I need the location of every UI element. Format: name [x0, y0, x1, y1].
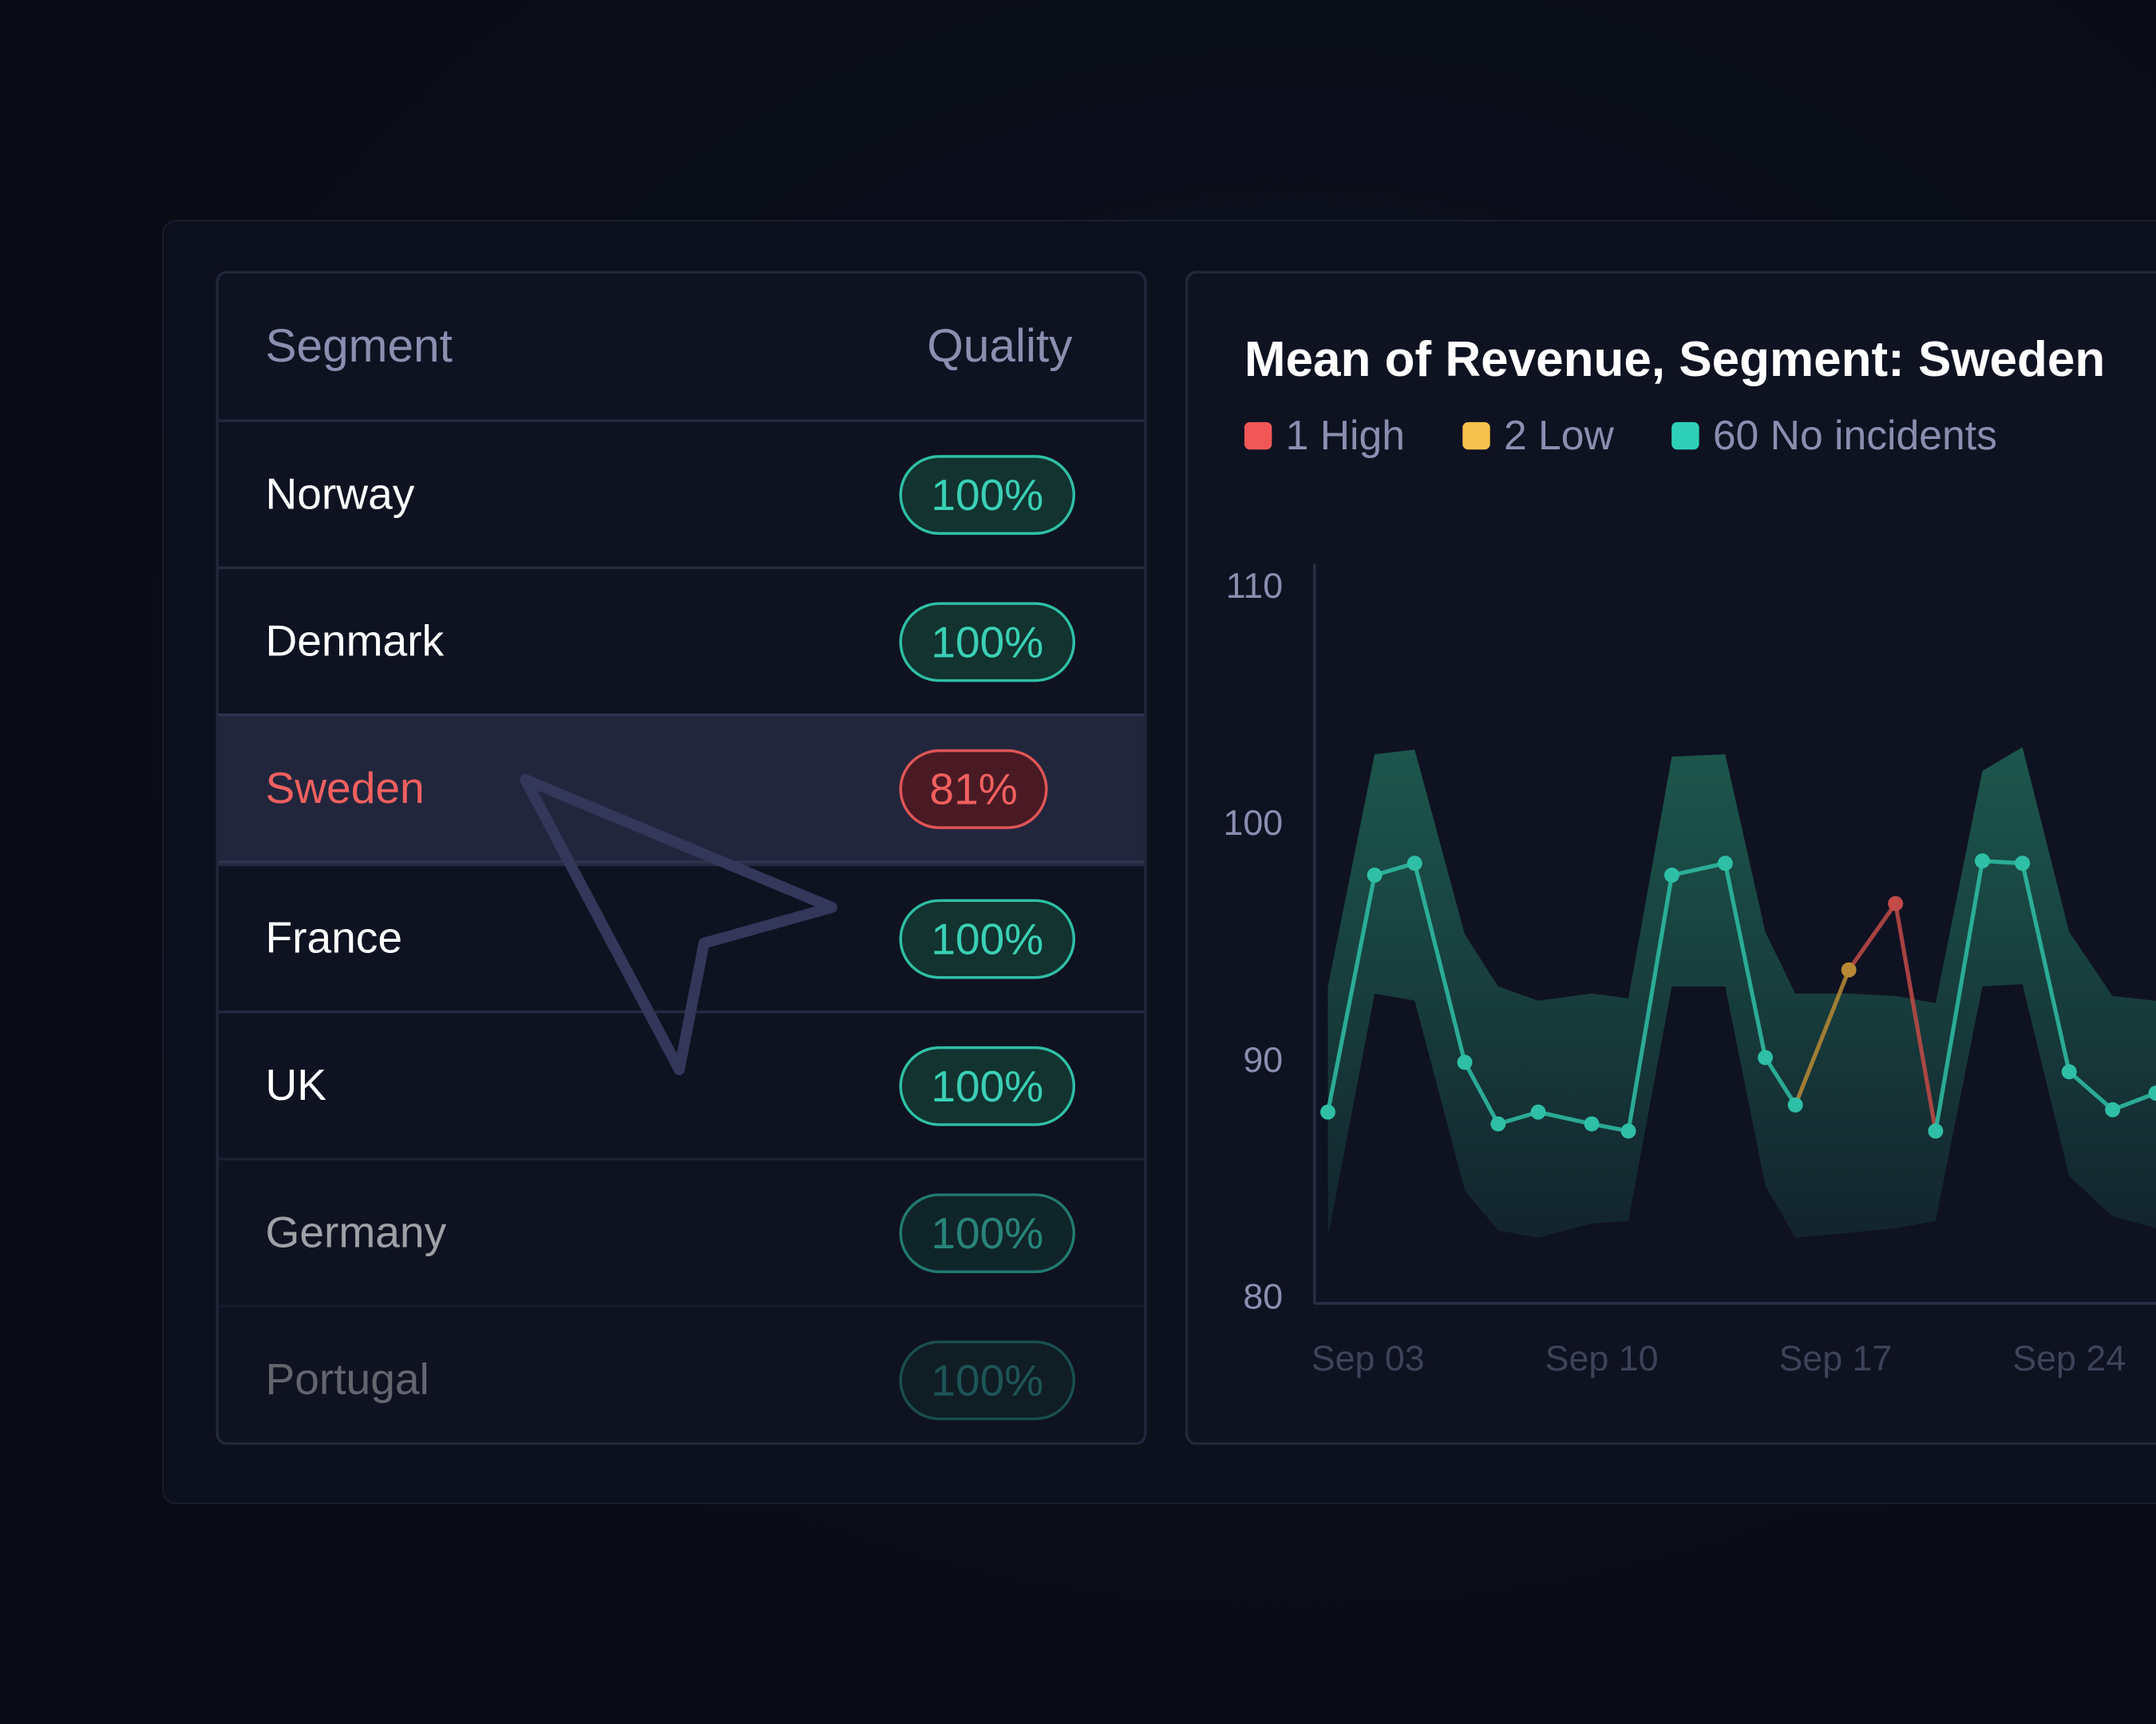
- segment-name: France: [265, 912, 403, 963]
- data-point: [1367, 867, 1383, 883]
- data-point: [1974, 853, 1990, 869]
- data-point: [1320, 1104, 1335, 1120]
- quality-badge: 81%: [899, 748, 1048, 828]
- data-point: [1787, 1097, 1803, 1113]
- line-segment: [1325, 874, 1377, 1113]
- line-segment: [2020, 863, 2071, 1073]
- legend-label: 60 No incidents: [1713, 412, 1997, 458]
- line-segment: [1462, 1061, 1501, 1125]
- data-point: [2061, 1064, 2077, 1080]
- table-row[interactable]: Germany 100%: [218, 1157, 1145, 1304]
- line-segment: [1671, 861, 1726, 877]
- header-segment[interactable]: Segment: [265, 319, 453, 372]
- data-point: [1758, 1050, 1774, 1066]
- data-point: [2105, 1101, 2121, 1117]
- quality-badge: 100%: [899, 454, 1076, 535]
- line-segment: [1412, 862, 1467, 1063]
- x-tick-label: Sep 17: [1778, 1338, 1892, 1378]
- x-tick-label: Sep 03: [1311, 1338, 1425, 1378]
- table-row[interactable]: Norway 100%: [218, 419, 1145, 566]
- table-row-selected[interactable]: Sweden 81%: [218, 714, 1145, 864]
- segment-name: Denmark: [265, 615, 445, 666]
- quality-badge: 100%: [899, 1046, 1076, 1125]
- segment-name: Sweden: [265, 763, 425, 813]
- table-header: Segment Quality: [219, 274, 1144, 420]
- data-point: [1841, 962, 1857, 978]
- y-tick-label: 80: [1243, 1277, 1283, 1317]
- line-segment: [1723, 863, 1768, 1058]
- line-segment: [1537, 1109, 1592, 1126]
- line-segment: [1763, 1056, 1798, 1106]
- quality-badge: 100%: [899, 601, 1076, 682]
- segment-name: Norway: [265, 469, 415, 519]
- data-point: [1406, 856, 1422, 872]
- data-point: [1530, 1104, 1546, 1120]
- data-point: [1928, 1123, 1944, 1139]
- line-segment: [1847, 902, 1897, 971]
- data-point: [2148, 1085, 2156, 1101]
- data-point: [2015, 856, 2031, 872]
- chart-title: Mean of Revenue, Segment: Sweden: [1244, 332, 2105, 387]
- table-row[interactable]: Portugal 100%: [218, 1304, 1145, 1442]
- y-tick-label: 110: [1226, 566, 1283, 606]
- cursor: [520, 773, 838, 1076]
- x-tick-label: Sep 24: [2012, 1338, 2126, 1378]
- table-row[interactable]: France 100%: [218, 863, 1145, 1010]
- segment-table: Segment Quality Norway 100% Denmark 100% S…: [216, 271, 1147, 1445]
- y-tick-label: 90: [1243, 1040, 1283, 1080]
- quality-badge: 100%: [899, 1192, 1076, 1273]
- quality-badge: 100%: [899, 1339, 1076, 1420]
- segment-name: Germany: [265, 1207, 447, 1257]
- data-point: [1457, 1054, 1473, 1070]
- line-segment: [1626, 875, 1674, 1132]
- line-segment: [1793, 969, 1851, 1106]
- table-row[interactable]: UK 100%: [218, 1010, 1145, 1157]
- legend-label: 2 Low: [1504, 412, 1615, 458]
- x-tick-label: Sep 10: [1545, 1338, 1659, 1378]
- line-segment: [2111, 1091, 2156, 1112]
- quality-badge: 100%: [899, 898, 1076, 979]
- data-point: [1717, 856, 1733, 872]
- line-segment: [2067, 1070, 2114, 1112]
- data-point: [1888, 896, 1904, 911]
- header-quality[interactable]: Quality: [927, 319, 1073, 372]
- y-tick-label: 100: [1223, 803, 1283, 843]
- table-row[interactable]: Denmark 100%: [218, 566, 1145, 714]
- legend-swatch: [1462, 421, 1490, 450]
- data-point: [1490, 1116, 1506, 1132]
- legend-swatch: [1671, 421, 1699, 450]
- data-point: [1663, 867, 1679, 883]
- legend-label: 1 High: [1286, 412, 1405, 458]
- data-point: [1584, 1116, 1600, 1132]
- segment-name: Portugal: [265, 1354, 429, 1404]
- legend-swatch: [1244, 421, 1272, 450]
- line-segment: [1933, 860, 1985, 1132]
- line-segment: [1893, 903, 1938, 1132]
- data-point: [1620, 1123, 1636, 1139]
- segment-name: UK: [265, 1060, 327, 1110]
